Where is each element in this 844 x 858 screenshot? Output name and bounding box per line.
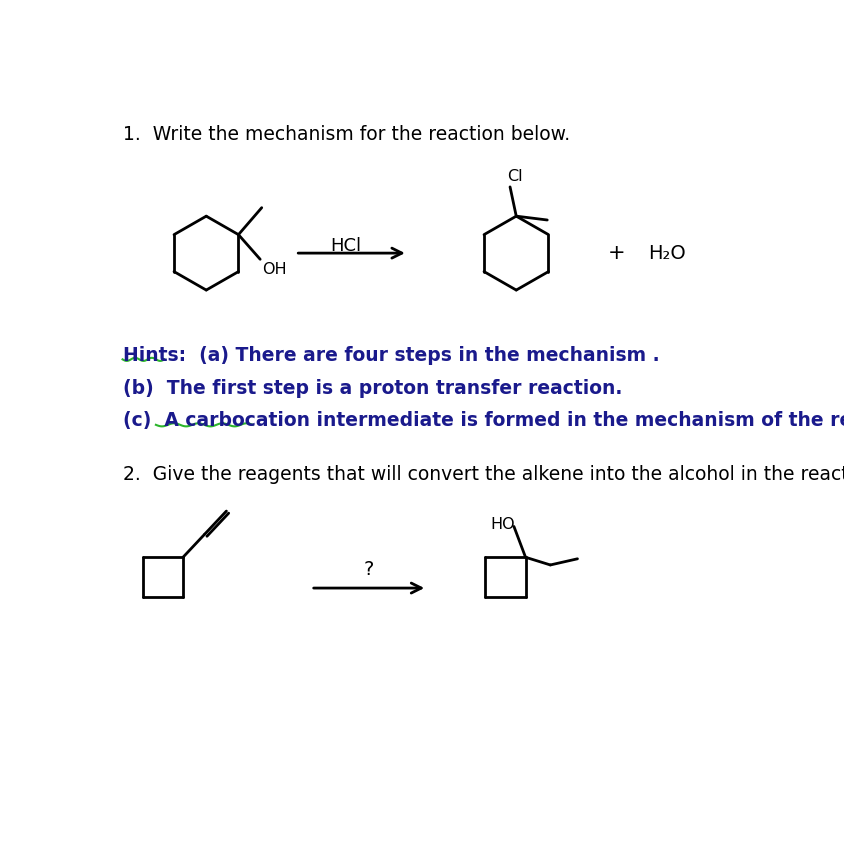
Text: 2.  Give the reagents that will convert the alkene into the alcohol in the react: 2. Give the reagents that will convert t… xyxy=(122,465,844,484)
Text: (c)  A carbocation intermediate is formed in the mechanism of the reaction.: (c) A carbocation intermediate is formed… xyxy=(122,411,844,430)
Text: HCl: HCl xyxy=(330,237,361,255)
Text: OH: OH xyxy=(262,263,286,277)
Text: (b)  The first step is a proton transfer reaction.: (b) The first step is a proton transfer … xyxy=(122,378,622,397)
Text: Cl: Cl xyxy=(507,169,522,184)
Text: +: + xyxy=(609,243,625,263)
Text: HO: HO xyxy=(490,517,516,532)
Text: ?: ? xyxy=(364,559,374,579)
Text: 1.  Write the mechanism for the reaction below.: 1. Write the mechanism for the reaction … xyxy=(122,124,570,143)
Text: H₂O: H₂O xyxy=(648,244,686,263)
Text: Hints:  (a) There are four steps in the mechanism .: Hints: (a) There are four steps in the m… xyxy=(122,346,659,365)
